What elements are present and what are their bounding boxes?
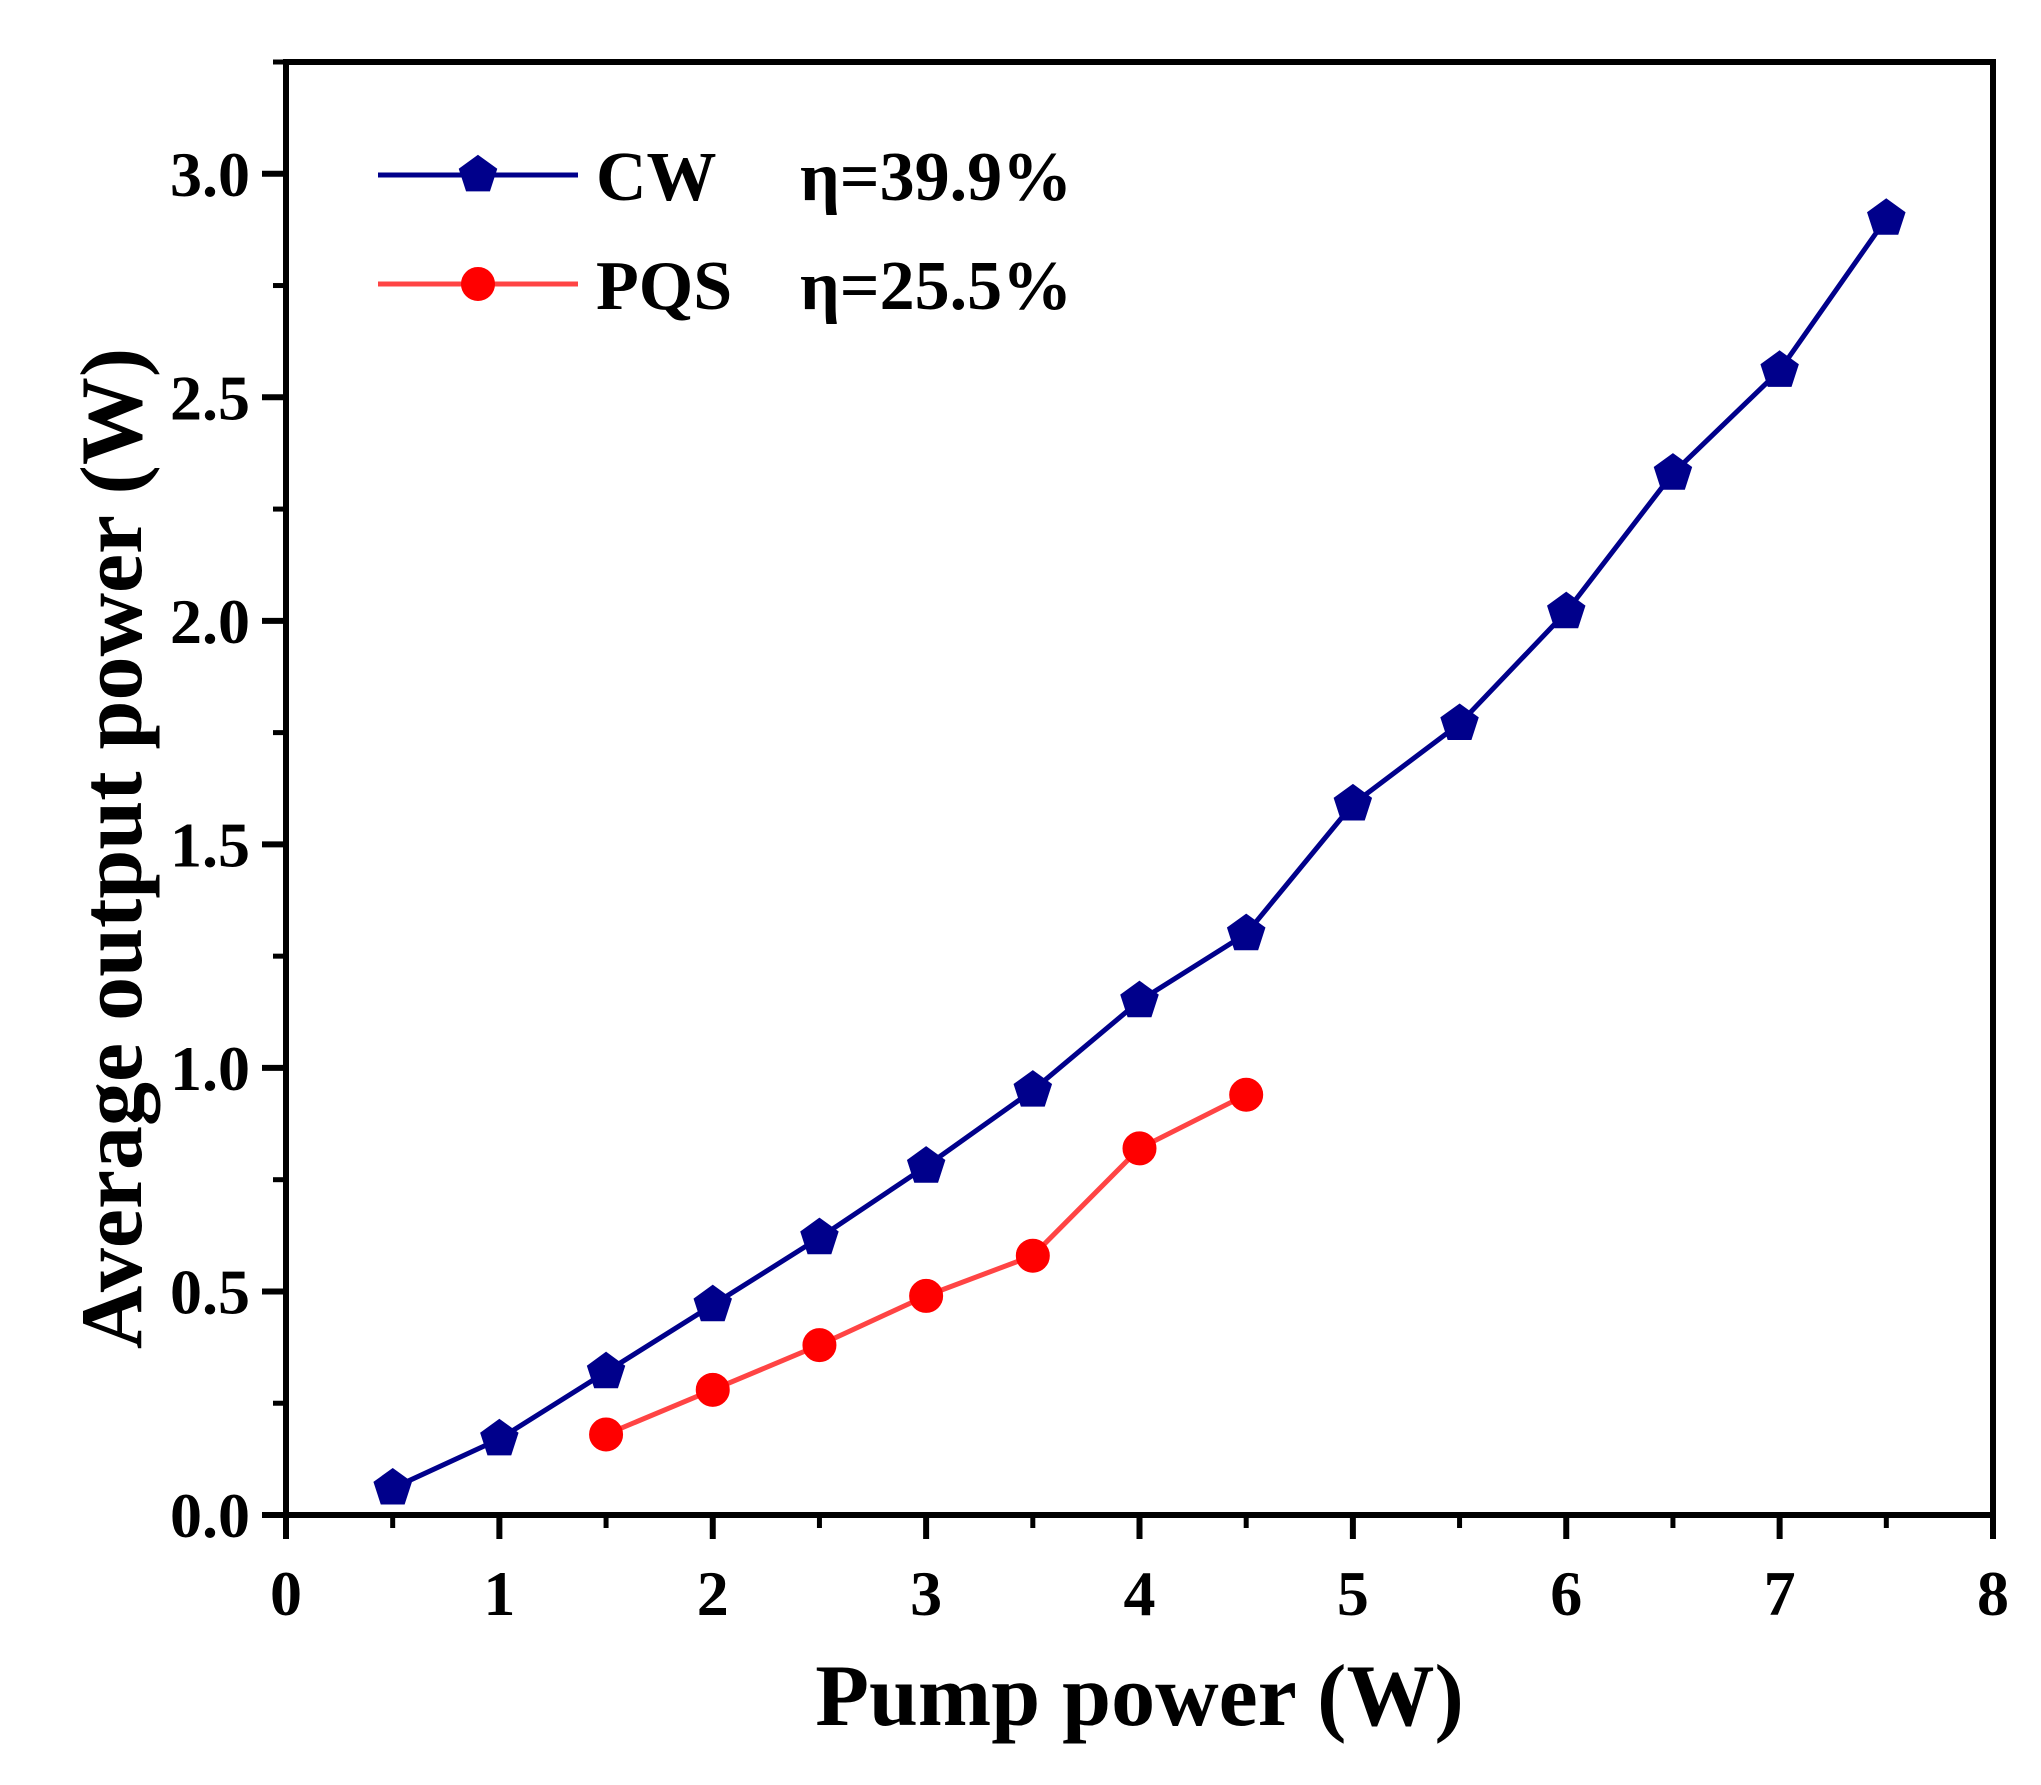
x-tick-label: 7 <box>1764 1558 1796 1629</box>
axes: 0 1 2 3 4 5 6 7 8 0.0 0.5 1.0 1.5 2.0 2.5 3.0 <box>170 59 2009 1629</box>
y-tick-label: 3.0 <box>170 139 250 210</box>
data-point-cw <box>906 1146 946 1183</box>
data-point-pqs <box>1122 1131 1157 1166</box>
x-tick-label: 5 <box>1337 1558 1369 1629</box>
legend-label-pqs: PQS <box>596 248 732 325</box>
y-tick-label: 2.0 <box>170 586 250 657</box>
y-tick-label: 0.0 <box>170 1480 250 1551</box>
data-point-cw <box>373 1467 412 1505</box>
legend-marker-symbol <box>461 267 495 301</box>
y-tick-label: 1.5 <box>170 809 250 880</box>
x-tick-label: 6 <box>1550 1558 1582 1629</box>
x-tick-label: 2 <box>697 1558 729 1629</box>
data-point-pqs <box>802 1328 837 1363</box>
legend-marker-cw <box>458 154 498 192</box>
data-point-cw <box>480 1418 519 1456</box>
x-tick-label: 8 <box>1977 1558 2009 1629</box>
data-point-cw <box>1333 783 1373 821</box>
y-axis-title: Average output power (W) <box>64 348 161 1349</box>
data-point-cw <box>1867 198 1906 235</box>
data-point-pqs <box>1229 1077 1264 1112</box>
y-tick-label: 2.5 <box>170 362 250 433</box>
y-tick-label: 0.5 <box>170 1256 250 1327</box>
x-tick-label: 1 <box>483 1558 515 1629</box>
y-tick-label: 1.0 <box>170 1033 250 1104</box>
data-point-cw <box>1547 591 1586 629</box>
data-point-pqs <box>1015 1238 1050 1273</box>
series-cw <box>373 198 1906 1505</box>
data-point-pqs <box>695 1372 730 1407</box>
x-tick-label: 3 <box>910 1558 942 1629</box>
data-point-cw <box>1760 350 1799 387</box>
x-tick-label: 4 <box>1124 1558 1156 1629</box>
legend: CW η=39.9% PQS η=25.5% <box>378 139 1072 325</box>
legend-marker-pqs <box>461 267 495 301</box>
data-point-cw <box>1440 703 1479 740</box>
x-axis-title: Pump power (W) <box>815 1648 1464 1745</box>
x-tick-label: 0 <box>270 1558 302 1629</box>
data-point-cw <box>1120 980 1159 1018</box>
data-point-cw <box>1226 913 1266 951</box>
legend-label-cw: CW <box>596 139 717 216</box>
data-point-pqs <box>909 1278 944 1313</box>
data-point-cw <box>586 1351 626 1389</box>
legend-eta-pqs: η=25.5% <box>800 248 1072 325</box>
data-point-cw <box>693 1284 732 1322</box>
data-point-cw <box>800 1217 839 1255</box>
series-layer <box>373 198 1906 1505</box>
data-point-pqs <box>589 1417 624 1452</box>
legend-marker-symbol <box>458 154 498 192</box>
data-point-cw <box>1013 1070 1053 1107</box>
series-pqs <box>589 1077 1264 1452</box>
data-point-cw <box>1653 453 1693 490</box>
legend-eta-cw: η=39.9% <box>800 139 1072 216</box>
